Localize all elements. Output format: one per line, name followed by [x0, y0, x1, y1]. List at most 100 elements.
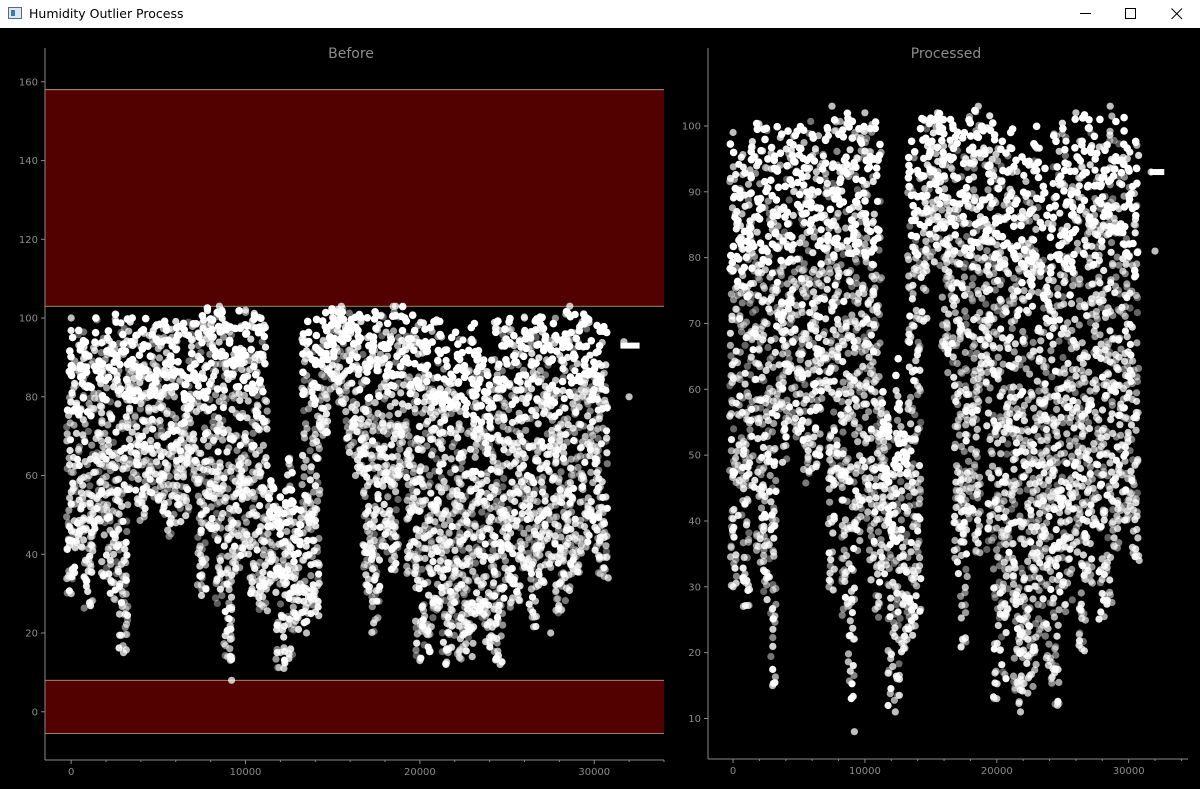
data-point [754, 292, 762, 300]
data-point [312, 343, 320, 352]
data-point [189, 438, 197, 447]
data-point [519, 352, 528, 361]
data-point [486, 619, 494, 627]
window-titlebar[interactable]: Humidity Outlier Process [0, 0, 1200, 28]
data-point [240, 477, 248, 485]
data-point [72, 537, 80, 545]
data-point [374, 495, 382, 503]
data-point [82, 363, 91, 372]
data-point [315, 490, 324, 498]
data-point [479, 580, 487, 588]
data-point [755, 396, 763, 404]
data-point [430, 594, 438, 602]
data-point [294, 625, 303, 634]
data-point [759, 443, 767, 452]
data-point [457, 519, 466, 527]
data-point [511, 573, 519, 582]
data-point [109, 550, 118, 558]
data-point [516, 432, 525, 440]
data-point [335, 387, 343, 395]
data-point [197, 348, 205, 357]
processed-plot-panel[interactable]: Processed 10 20 30 40 50 60 70 80 90 100 0 10000 200… [680, 28, 1200, 789]
data-point [255, 325, 263, 334]
data-point [567, 455, 575, 463]
data-point [67, 361, 76, 370]
data-point [312, 315, 321, 324]
data-point [450, 631, 458, 639]
data-point [510, 580, 519, 588]
data-point [240, 451, 249, 459]
data-point [63, 545, 71, 554]
data-point [462, 576, 470, 584]
data-point [551, 331, 560, 340]
data-point [438, 488, 446, 496]
data-point [63, 437, 71, 445]
data-point [124, 602, 132, 611]
data-point [502, 335, 511, 343]
data-point [217, 484, 226, 492]
data-point [477, 470, 485, 478]
data-point [180, 390, 188, 398]
data-point [741, 579, 750, 587]
data-point [225, 599, 233, 607]
data-point [312, 331, 321, 340]
data-point [458, 348, 467, 357]
data-point [432, 455, 440, 463]
data-point [96, 517, 104, 525]
data-point [342, 387, 350, 395]
data-point [552, 501, 560, 509]
data-point [554, 595, 562, 603]
data-point [573, 453, 582, 461]
data-point [119, 348, 128, 356]
data-point [135, 351, 144, 360]
data-point [102, 551, 111, 559]
data-point [123, 630, 131, 639]
data-point [81, 438, 89, 446]
data-point [86, 482, 94, 490]
data-point [395, 471, 403, 479]
data-point [115, 423, 123, 431]
data-point [294, 527, 302, 536]
data-point [393, 352, 401, 361]
data-point [326, 333, 335, 341]
close-button[interactable] [1154, 0, 1200, 28]
data-point [388, 522, 396, 530]
data-point [550, 433, 559, 441]
data-point [220, 542, 228, 550]
data-point [561, 330, 570, 338]
data-point [513, 588, 521, 596]
data-point [141, 365, 150, 374]
maximize-button[interactable] [1108, 0, 1154, 28]
data-point [493, 639, 501, 647]
data-point [115, 546, 123, 554]
data-point [315, 445, 323, 453]
data-point [378, 412, 386, 420]
data-point [284, 566, 292, 574]
data-point [493, 478, 501, 486]
data-point [581, 458, 589, 466]
data-point [505, 318, 513, 326]
data-point [500, 446, 508, 454]
data-point [85, 561, 93, 569]
data-point [176, 377, 184, 385]
data-point [438, 438, 446, 446]
data-point [497, 500, 505, 508]
before-plot-panel[interactable]: Before 0 20 40 60 80 100 120 140 160 0 10000 20000 3… [0, 28, 680, 789]
data-point [489, 546, 497, 554]
data-point [460, 396, 469, 404]
data-point [379, 427, 388, 435]
data-point [567, 471, 576, 479]
data-point [442, 582, 450, 590]
minimize-button[interactable] [1063, 0, 1109, 28]
data-point [454, 434, 462, 442]
data-point [563, 438, 571, 446]
data-point [368, 346, 377, 355]
data-point [244, 459, 252, 467]
data-point [483, 450, 491, 458]
data-point [254, 409, 262, 417]
data-point [227, 370, 235, 378]
data-point [514, 443, 522, 451]
data-point [367, 413, 375, 421]
